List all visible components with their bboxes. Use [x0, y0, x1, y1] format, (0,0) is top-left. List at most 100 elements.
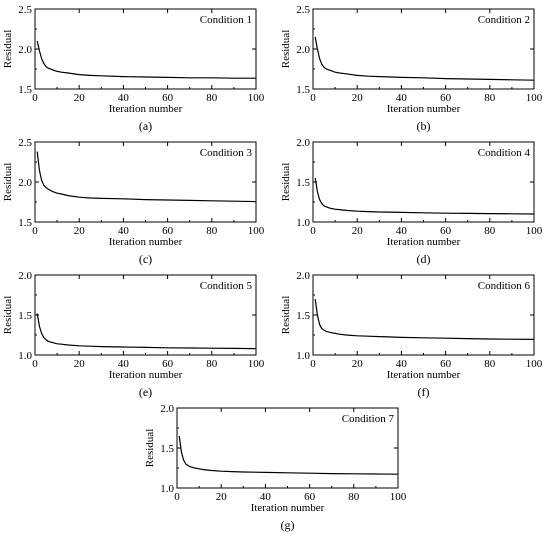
y-tick-label: 2.0	[296, 137, 310, 149]
y-tick-label: 2.5	[296, 4, 310, 16]
condition-label: Condition 1	[200, 14, 252, 26]
x-tick-label: 40	[396, 358, 408, 370]
y-tick-label: 1.5	[18, 84, 32, 96]
panel-caption: (a)	[139, 119, 152, 133]
x-axis-label: Iteration number	[387, 103, 461, 115]
y-tick-label: 2.5	[18, 137, 32, 149]
x-tick-label: 40	[118, 225, 130, 237]
panel-caption: (f)	[418, 385, 430, 399]
x-tick-label: 80	[206, 225, 218, 237]
y-tick-label: 2.0	[160, 403, 174, 415]
x-tick-label: 0	[32, 225, 38, 237]
x-tick-label: 60	[304, 491, 316, 503]
chart-panel-a: 0 20 40 60 80 100 1.5 2.0 2.5 Condition 1 Iteratio…	[2, 4, 265, 133]
y-tick-label: 1.0	[296, 217, 310, 229]
x-tick-label: 60	[162, 92, 174, 104]
x-tick-label: 40	[118, 358, 130, 370]
y-tick-label: 1.5	[18, 310, 32, 322]
x-tick-label: 0	[310, 358, 316, 370]
x-axis-label: Iteration number	[387, 236, 461, 248]
y-tick-label: 2.0	[296, 270, 310, 282]
condition-label: Condition 4	[478, 147, 531, 159]
x-tick-label: 60	[440, 225, 452, 237]
y-tick-label: 2.0	[18, 44, 32, 56]
y-axis-label: Residual	[144, 429, 156, 468]
x-tick-label: 0	[174, 491, 180, 503]
panel-caption: (e)	[139, 385, 152, 399]
x-axis-label: Iteration number	[387, 369, 461, 381]
x-tick-label: 40	[396, 92, 408, 104]
x-axis-label: Iteration number	[251, 502, 325, 514]
chart-panel-g: 0 20 40 60 80 100 1.0 1.5 2.0 Condition 7 Iteratio…	[144, 403, 407, 532]
y-tick-label: 2.5	[18, 4, 32, 16]
residual-curve	[36, 151, 257, 203]
y-tick-label: 1.0	[160, 483, 174, 495]
y-tick-label: 1.5	[296, 84, 310, 96]
condition-label: Condition 7	[342, 413, 395, 425]
y-axis-label: Residual	[2, 296, 14, 335]
x-tick-label: 60	[162, 358, 174, 370]
y-tick-label: 1.5	[18, 217, 32, 229]
chart-panel-c: 0 20 40 60 80 100 1.5 2.0 2.5 Condition 3 Iteratio…	[2, 137, 265, 266]
x-tick-label: 80	[484, 225, 496, 237]
x-tick-label: 40	[118, 92, 130, 104]
y-tick-label: 2.0	[18, 270, 32, 282]
condition-label: Condition 2	[478, 14, 530, 26]
chart-panel-b: 0 20 40 60 80 100 1.5 2.0 2.5 Condition 2 Iteratio…	[280, 4, 543, 133]
x-tick-label: 0	[32, 92, 38, 104]
x-tick-label: 80	[348, 491, 360, 503]
x-tick-label: 20	[74, 92, 86, 104]
chart-panel-e: 0 20 40 60 80 100 1.0 1.5 2.0 Condition 5 Iteratio…	[2, 270, 265, 399]
chart-panel-d: 0 20 40 60 80 100 1.0 1.5 2.0 Condition 4 Iteratio…	[280, 137, 543, 266]
y-tick-label: 1.5	[296, 310, 310, 322]
x-tick-label: 100	[526, 358, 543, 370]
x-tick-label: 60	[440, 92, 452, 104]
x-tick-label: 100	[248, 225, 265, 237]
x-tick-label: 20	[74, 225, 86, 237]
residual-curve	[178, 435, 399, 475]
panel-caption: (g)	[281, 518, 295, 532]
residual-curve	[314, 177, 535, 215]
x-tick-label: 0	[310, 92, 316, 104]
x-tick-label: 100	[248, 92, 265, 104]
x-axis-label: Iteration number	[109, 103, 183, 115]
x-axis-label: Iteration number	[109, 236, 183, 248]
x-tick-label: 100	[526, 92, 543, 104]
x-tick-label: 100	[390, 491, 407, 503]
x-tick-label: 40	[260, 491, 272, 503]
y-tick-label: 1.5	[160, 443, 174, 455]
panel-caption: (d)	[417, 252, 431, 266]
y-axis-label: Residual	[280, 296, 292, 335]
x-tick-label: 80	[484, 358, 496, 370]
y-axis-label: Residual	[2, 30, 14, 69]
x-tick-label: 20	[74, 358, 86, 370]
y-tick-label: 1.5	[296, 177, 310, 189]
y-tick-label: 2.0	[18, 177, 32, 189]
x-tick-label: 80	[206, 358, 218, 370]
x-axis-label: Iteration number	[109, 369, 183, 381]
panel-caption: (b)	[417, 119, 431, 133]
x-tick-label: 0	[310, 225, 316, 237]
y-tick-label: 1.0	[18, 350, 32, 362]
residual-curve	[36, 40, 256, 79]
y-tick-label: 2.0	[296, 44, 310, 56]
residual-curve	[314, 36, 535, 81]
x-tick-label: 20	[216, 491, 228, 503]
residual-curve	[314, 298, 535, 340]
condition-label: Condition 3	[200, 147, 253, 159]
y-axis-label: Residual	[280, 163, 292, 202]
chart-panel-f: 0 20 40 60 80 100 1.0 1.5 2.0 Condition 6 Iteratio…	[280, 270, 543, 399]
x-tick-label: 80	[484, 92, 496, 104]
residual-curve	[36, 313, 257, 350]
x-tick-label: 0	[32, 358, 38, 370]
panel-caption: (c)	[139, 252, 152, 266]
x-tick-label: 100	[248, 358, 265, 370]
x-tick-label: 40	[396, 225, 408, 237]
condition-label: Condition 5	[200, 280, 253, 292]
x-tick-label: 60	[162, 225, 174, 237]
x-tick-label: 20	[352, 92, 364, 104]
x-tick-label: 20	[352, 225, 364, 237]
y-axis-label: Residual	[2, 163, 14, 202]
x-tick-label: 60	[440, 358, 452, 370]
